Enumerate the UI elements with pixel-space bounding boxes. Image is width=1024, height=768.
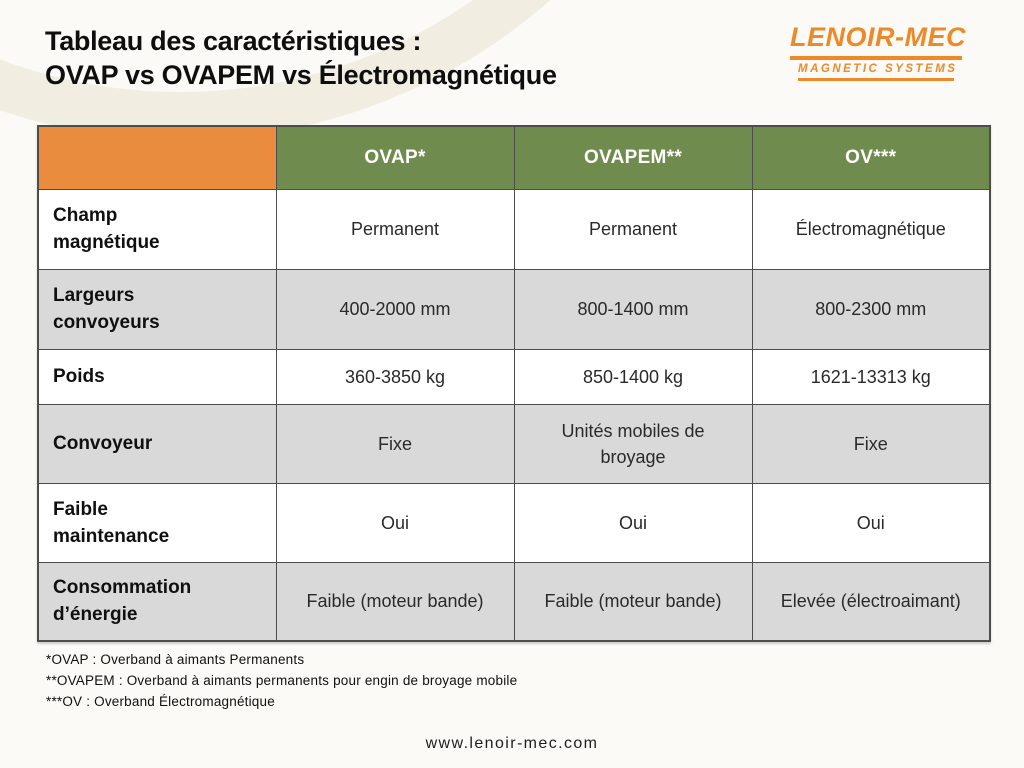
- page-title-line1: Tableau des caractéristiques :: [45, 26, 422, 56]
- table-row: Faible maintenance Oui Oui Oui: [37, 482, 991, 563]
- logo-wordmark: LENOIR-MEC: [790, 22, 966, 60]
- value-cell: Fixe: [275, 403, 515, 484]
- value-cell: 360-3850 kg: [275, 348, 515, 405]
- row-label-champ-magnetique: Champ magnétique: [53, 205, 160, 253]
- value-cell: Faible (moteur bande): [513, 561, 753, 642]
- footnote-ovapem: **OVAPEM : Overband à aimants permanents…: [46, 673, 518, 688]
- value-cell: 850-1400 kg: [513, 348, 753, 405]
- row-label-largeurs-convoyeurs: Largeurs convoyeurs: [53, 285, 160, 333]
- logo-tagline: MAGNETIC SYSTEMS: [798, 63, 955, 81]
- value-cell: Unités mobiles de broyage: [513, 403, 753, 484]
- website-url[interactable]: www.lenoir-mec.com: [425, 735, 599, 752]
- page-title: Tableau des caractéristiques : OVAP vs O…: [45, 24, 557, 92]
- value-cell: 1621-13313 kg: [751, 348, 991, 405]
- row-label-consommation-energie: Consommation d’énergie: [53, 577, 192, 626]
- header-cell-ovapem: OVAPEM**: [513, 125, 753, 190]
- value-cell: Fixe: [751, 403, 991, 484]
- table-row: Poids 360-3850 kg 850-1400 kg 1621-13313…: [37, 348, 991, 405]
- table-row: Consommation d’énergie Faible (moteur ba…: [37, 561, 991, 642]
- comparison-table: OVAP* OVAPEM** OV*** Champ magnétique Pe…: [37, 125, 991, 642]
- value-cell: Oui: [275, 482, 515, 563]
- footnotes: *OVAP : Overband à aimants Permanents **…: [46, 649, 517, 712]
- value-cell: Faible (moteur bande): [275, 561, 515, 642]
- value-cell: Électromagnétique: [751, 188, 991, 270]
- header-cell-ov: OV***: [751, 125, 991, 190]
- header-cell-ovap: OVAP*: [275, 125, 515, 190]
- value-cell: 800-1400 mm: [513, 268, 753, 350]
- row-label-poids: Poids: [53, 366, 105, 387]
- table-header-row: OVAP* OVAPEM** OV***: [37, 125, 991, 190]
- value-cell: Permanent: [513, 188, 753, 270]
- footnote-ovap: *OVAP : Overband à aimants Permanents: [46, 652, 305, 667]
- footnote-ov: ***OV : Overband Électromagnétique: [46, 694, 275, 709]
- table-row: Champ magnétique Permanent Permanent Éle…: [37, 188, 991, 270]
- value-cell: Permanent: [275, 188, 515, 270]
- value-cell: Oui: [513, 482, 753, 563]
- value-cell: Elevée (électroaimant): [751, 561, 991, 642]
- row-label-convoyeur: Convoyeur: [53, 433, 153, 454]
- value-cell: 800-2300 mm: [751, 268, 991, 350]
- table-row: Largeurs convoyeurs 400-2000 mm 800-1400…: [37, 268, 991, 350]
- lenoir-mec-logo: LENOIR-MEC MAGNETIC SYSTEMS: [790, 22, 966, 81]
- value-cell: Oui: [751, 482, 991, 563]
- table-row: Convoyeur Fixe Unités mobiles de broyage…: [37, 403, 991, 484]
- header-cell-empty: [37, 125, 277, 190]
- value-cell: 400-2000 mm: [275, 268, 515, 350]
- row-label-faible-maintenance: Faible maintenance: [53, 498, 170, 547]
- page-title-line2: OVAP vs OVAPEM vs Électromagnétique: [45, 60, 557, 90]
